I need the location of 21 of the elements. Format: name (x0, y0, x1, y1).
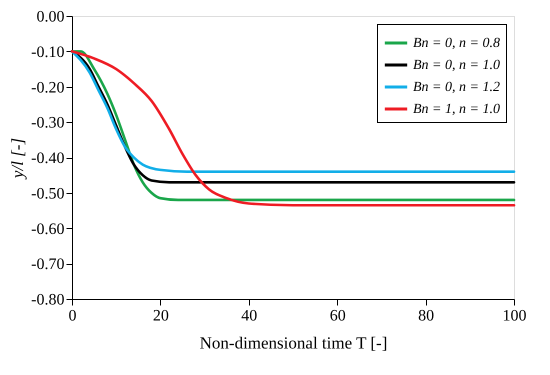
legend-label: Bn = 1, n = 1.0 (413, 102, 500, 117)
x-tick-label: 0 (68, 308, 76, 324)
y-tick-label: -0.20 (31, 79, 64, 96)
legend-label: Bn = 0, n = 0.8 (413, 36, 500, 51)
y-tick-label: -0.70 (31, 256, 64, 274)
legend-label: Bn = 0, n = 1.0 (413, 58, 500, 73)
x-tick-label: 40 (241, 308, 258, 324)
y-tick-label: -0.30 (31, 114, 64, 132)
y-tick-label: -0.80 (31, 292, 64, 308)
y-tick-label: 0.00 (36, 8, 64, 26)
y-tick-label: -0.40 (31, 150, 64, 167)
x-axis-title: Non-dimensional time T [-] (200, 334, 388, 352)
x-tick-label: 100 (502, 308, 526, 324)
y-axis-title: y/l [-] (8, 138, 28, 180)
y-tick-label: -0.10 (31, 44, 64, 61)
x-tick-label: 60 (330, 308, 346, 324)
y-tick-label: -0.60 (31, 220, 64, 238)
y-tick-label: -0.50 (31, 185, 64, 202)
legend-label: Bn = 0, n = 1.2 (413, 80, 500, 95)
x-tick-label: 80 (418, 308, 434, 324)
x-tick-label: 20 (152, 308, 169, 324)
